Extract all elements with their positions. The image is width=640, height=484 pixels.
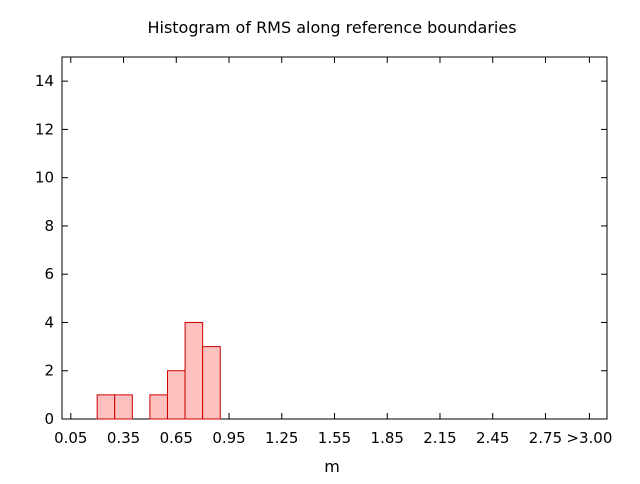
x-tick-label: 0.35 [107,429,140,447]
histogram-bars [96,321,221,420]
x-tick-label: >3.00 [566,429,612,447]
y-tick-label: 6 [44,265,54,283]
x-tick-label: 2.45 [476,429,509,447]
x-tick-label: 0.05 [54,429,87,447]
histogram-bar [96,394,116,420]
histogram-bar [149,394,168,420]
plot-frame [61,56,608,420]
y-tick-label: 2 [44,362,54,380]
histogram-bar [166,370,186,420]
x-tick-label: 1.85 [371,429,404,447]
y-tick-label: 10 [35,169,54,187]
x-tick-label: 2.15 [423,429,456,447]
y-axis: 0 2 4 6 8 10 12 14 [35,72,607,428]
x-tick-label: 1.25 [265,429,298,447]
y-tick-label: 0 [44,410,54,428]
y-tick-label: 8 [44,217,54,235]
y-tick-label: 12 [35,120,54,138]
histogram-bar [202,346,221,420]
histogram-bar [184,321,204,420]
y-tick-label: 14 [35,72,54,90]
x-tick-label: 0.65 [160,429,193,447]
x-tick-label: 0.95 [212,429,245,447]
histogram-bar [114,394,133,420]
x-tick-label: 1.55 [318,429,351,447]
y-tick-label: 4 [44,313,54,331]
chart-title: Histogram of RMS along reference boundar… [147,18,516,37]
x-tick-label: 2.75 [529,429,562,447]
x-axis-label: m [324,457,340,476]
x-axis: 0.05 0.35 0.65 0.95 1.25 1.55 1.85 2.15 2.45 2.75… [54,57,612,447]
